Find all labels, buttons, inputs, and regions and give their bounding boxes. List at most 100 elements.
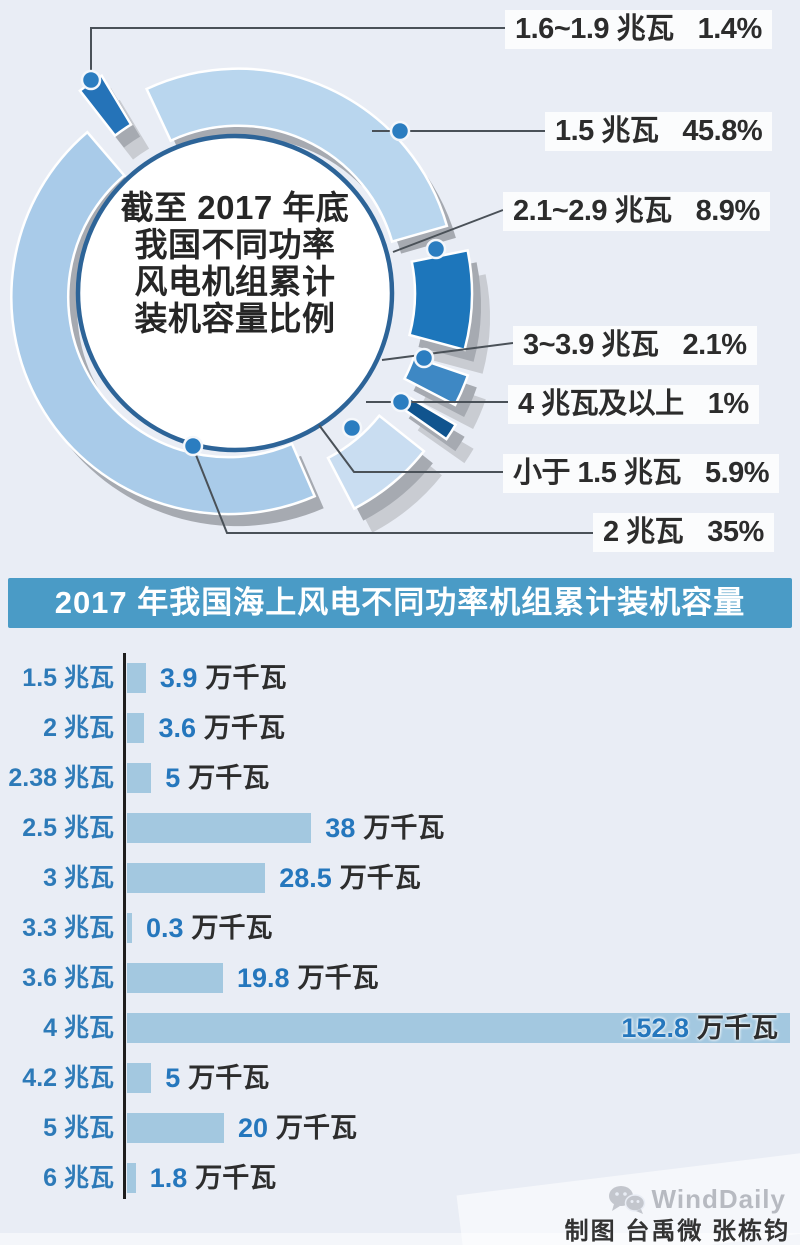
bar-value-unit: 万千瓦 (339, 863, 421, 893)
bar-value-label: 3.6 万千瓦 (158, 713, 285, 743)
pie-center-title-line: 截至 2017 年底 (120, 189, 350, 226)
bar-row: 5 兆瓦 20 万千瓦 (0, 1113, 800, 1143)
bar-row: 1.5 兆瓦 3.9 万千瓦 (0, 663, 800, 693)
bar-category-label: 3 兆瓦 (43, 864, 114, 892)
pie-slice-fill (407, 248, 474, 352)
bar-chart-axis (123, 653, 126, 1199)
pie-center-title-line: 装机容量比例 (134, 300, 336, 337)
slice-share: 35% (707, 516, 764, 548)
bar-value-label: 1.8 万千瓦 (150, 1163, 277, 1193)
bar-value-unit: 万千瓦 (188, 1063, 270, 1093)
slice-label: 1.6~1.9 兆瓦 (515, 13, 674, 45)
bar-value-label: 3.9 万千瓦 (160, 663, 287, 693)
bar (127, 763, 151, 793)
pie-callout-label: 小于 1.5 兆瓦 5.9% (503, 454, 780, 493)
leader-line (90, 27, 505, 71)
bar (127, 1163, 136, 1193)
slice-label: 2 兆瓦 (603, 516, 684, 548)
pie-segments (10, 67, 490, 533)
bar (127, 813, 311, 843)
pie-callout-label: 4 兆瓦及以上 1% (508, 385, 759, 424)
pie-callout-label: 2.1~2.9 兆瓦 8.9% (503, 192, 770, 231)
wechat-icon (608, 1185, 645, 1214)
bar-category-label: 2.5 兆瓦 (22, 814, 114, 842)
bar-value-number: 19.8 (237, 963, 290, 993)
leader-line (318, 424, 503, 473)
slice-label: 小于 1.5 兆瓦 (513, 457, 681, 489)
leader-line (381, 342, 514, 361)
pie-slice-fill (10, 130, 317, 516)
bar-value-number: 0.3 (146, 913, 184, 943)
pie-callout-label: 1.6~1.9 兆瓦 1.4% (505, 10, 772, 49)
bar-value-unit: 万千瓦 (191, 913, 273, 943)
bar-chart: 1.5 兆瓦 3.9 万千瓦 2 兆瓦 3.6 万千瓦 2.38 兆瓦 5 万千瓦 2.5 兆瓦 3… (0, 645, 800, 1211)
slice-share: 8.9% (695, 195, 761, 227)
bar-value-number: 5 (165, 1063, 181, 1093)
bar-value-number: 1.8 (149, 1163, 188, 1193)
bar-value-label: 28.5 万千瓦 (279, 863, 421, 893)
bar-value-unit: 万千瓦 (204, 713, 285, 743)
callout-dot (80, 69, 102, 91)
slice-share: 2.1% (682, 329, 747, 361)
bar-value-unit: 万千瓦 (188, 763, 270, 793)
bar-value-label: 19.8 万千瓦 (237, 963, 379, 993)
bar-value-label: 5 万千瓦 (165, 763, 269, 793)
callout-dot (389, 120, 411, 142)
bar (127, 863, 265, 893)
bar-category-label: 3.3 兆瓦 (22, 914, 114, 942)
bar-chart-title: 2017 年我国海上风电不同功率机组累计装机容量 (8, 578, 792, 628)
bar-row: 2.38 兆瓦 5 万千瓦 (0, 763, 800, 793)
pie-center-title: 截至 2017 年底 我国不同功率 风电机组累计 装机容量比例 (98, 186, 372, 340)
bar-row: 2 兆瓦 3.6 万千瓦 (0, 713, 800, 743)
pie-callout-label: 2 兆瓦 35% (593, 513, 774, 552)
slice-share: 5.9% (704, 457, 770, 489)
slice-share: 1% (707, 388, 749, 420)
bar-category-label: 5 兆瓦 (43, 1114, 114, 1142)
bar-value-number: 38 (325, 813, 356, 843)
callout-dot (413, 347, 435, 369)
slice-label: 1.5 兆瓦 (555, 115, 659, 147)
bar-row: 4 兆瓦 152.8 万千瓦 (0, 1013, 800, 1043)
bar (127, 963, 223, 993)
pie-center-circle (75, 133, 395, 453)
bar (127, 1113, 224, 1143)
bar-value-label: 20 万千瓦 (238, 1113, 357, 1143)
bar-row: 2.5 兆瓦 38 万千瓦 (0, 813, 800, 843)
bar-row: 6 兆瓦 1.8 万千瓦 (0, 1163, 800, 1193)
bar-value-number: 28.5 (279, 863, 332, 893)
leader-line (193, 449, 593, 534)
pie-callout-label: 3~3.9 兆瓦 2.1% (513, 326, 757, 365)
bar-row: 3.3 兆瓦 0.3 万千瓦 (0, 913, 800, 943)
credit-text: 制图 台禹微 张栋钧 (564, 1218, 790, 1245)
bar-value-number: 3.9 (159, 663, 198, 693)
watermark: WindDaily (608, 1184, 786, 1215)
bar-category-label: 3.6 兆瓦 (22, 964, 114, 992)
bar-value-number: 3.6 (158, 713, 196, 743)
pie-slice-fill (402, 355, 470, 407)
slice-share: 1.4% (697, 13, 763, 45)
slice-label: 3~3.9 兆瓦 (523, 329, 659, 361)
bar-category-label: 2.38 兆瓦 (8, 764, 114, 792)
bar-value-unit: 万千瓦 (697, 1013, 778, 1043)
bar (127, 1013, 790, 1043)
bar (127, 663, 146, 693)
bar (127, 1063, 151, 1093)
pie-center-title-line: 风电机组累计 (134, 263, 336, 300)
slice-label: 4 兆瓦及以上 (518, 388, 684, 420)
callout-dot (425, 238, 447, 260)
callout-dot (341, 417, 363, 439)
pie-center-title-line: 我国不同功率 (134, 226, 336, 263)
bar-value-label: 152.8 万千瓦 (621, 1013, 778, 1043)
callout-dot (182, 435, 204, 457)
bar-value-label: 0.3 万千瓦 (146, 913, 273, 943)
bar-row: 3.6 兆瓦 19.8 万千瓦 (0, 963, 800, 993)
slice-share: 45.8% (682, 115, 763, 147)
bar-value-label: 38 万千瓦 (325, 813, 444, 843)
bar-value-unit: 万千瓦 (363, 813, 445, 843)
bar-row: 4.2 兆瓦 5 万千瓦 (0, 1063, 800, 1093)
watermark-text: WindDaily (651, 1184, 786, 1214)
bar-category-label: 6 兆瓦 (43, 1164, 114, 1192)
bar (127, 913, 132, 943)
bottom-strip (0, 1233, 800, 1245)
bar-value-unit: 万千瓦 (205, 663, 287, 693)
